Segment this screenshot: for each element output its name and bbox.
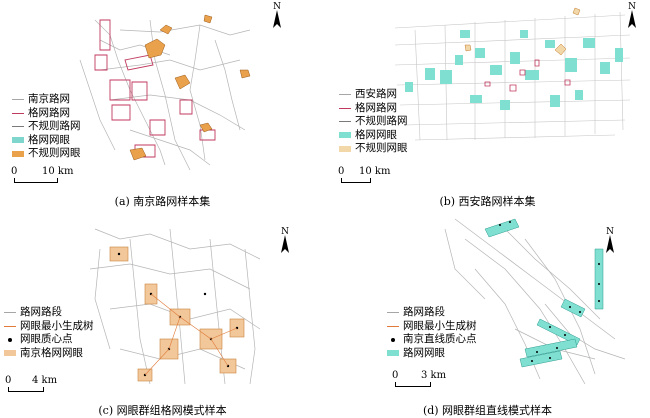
map-linear-mode [444, 218, 626, 385]
legend-label: 格网路网 [28, 106, 70, 119]
caption: (b) 西安路网样本集 [439, 195, 536, 208]
panel-grid-mode: 路网路段 网眼最小生成树 网眼质心点 南京格网网眼 0 4 km N (c) 网… [0, 209, 325, 418]
legend-label: 路网路段 [20, 306, 62, 318]
legend-item: 网眼最小生成树 [4, 320, 94, 334]
north-arrow-icon: N [270, 2, 284, 30]
legend: 路网路段 网眼最小生成树 网眼质心点 南京格网网眼 [4, 306, 94, 360]
legend-label: 格网路网 [355, 101, 397, 114]
legend-item: 格网网眼 [12, 134, 81, 148]
caption: (d) 网眼群组直线模式样本 [422, 404, 553, 417]
legend-label: 路网路段 [403, 306, 445, 318]
legend-item: 南京路网 [12, 93, 81, 107]
legend-item: 网眼最小生成树 [387, 320, 477, 334]
legend-swatch [12, 126, 24, 128]
caption: (c) 网眼群组格网模式样本 [98, 404, 227, 417]
map-nanjing [79, 14, 251, 171]
north-arrow-icon: N [278, 227, 292, 255]
map-xian [394, 7, 631, 141]
legend-label: 网眼质心点 [20, 333, 73, 345]
scale-label: 10 km [359, 166, 391, 177]
panel-linear-mode: 路网路段 网眼最小生成树 南京直线质心点 路网网眼 0 3 km N (d) 网… [325, 209, 650, 418]
scale-label: 3 km [421, 370, 447, 381]
legend-item: 格网路网 [339, 102, 408, 116]
legend-label: 不规则路网 [355, 115, 408, 127]
legend-swatch [339, 132, 351, 139]
legend-label: 网眼最小生成树 [20, 319, 94, 332]
scale-zero: 0 [338, 166, 345, 177]
legend-swatch [12, 137, 24, 144]
legend-item: 不规则路网 [339, 115, 408, 129]
legend-label: 西安路网 [355, 88, 397, 100]
legend-item: 南京直线质心点 [387, 333, 477, 347]
scale-zero: 0 [392, 370, 399, 381]
legend-swatch [339, 107, 351, 109]
legend-label: 不规则网眼 [28, 147, 81, 159]
legend-label: 不规则路网 [28, 120, 81, 132]
north-label: N [606, 227, 614, 237]
legend-label: 网眼最小生成树 [403, 319, 477, 332]
legend-item: 不规则网眼 [12, 147, 81, 161]
panel-nanjing: 南京路网 格网路网 不规则路网 格网网眼 不规则网眼 0 10 km N (a)… [0, 0, 325, 209]
legend-label: 格网网眼 [355, 128, 397, 141]
scale-zero: 0 [11, 166, 18, 177]
legend-swatch [387, 325, 399, 327]
legend-item: 格网路网 [12, 107, 81, 121]
north-arrow-icon: N [625, 2, 639, 30]
legend-label: 南京直线质心点 [403, 333, 477, 345]
legend-item: 不规则路网 [12, 120, 81, 134]
legend-label: 南京格网网眼 [20, 346, 83, 359]
legend-item: 路网路段 [387, 306, 477, 320]
legend-swatch [4, 334, 16, 346]
legend-item: 网眼质心点 [4, 333, 94, 347]
legend-item: 路网路段 [4, 306, 94, 320]
legend-swatch [4, 312, 16, 314]
legend-swatch [12, 99, 24, 101]
legend-label: 不规则网眼 [355, 142, 408, 154]
north-arrow-icon: N [603, 227, 617, 255]
legend-label: 路网网眼 [403, 346, 445, 359]
legend-swatch [339, 94, 351, 96]
legend: 西安路网 格网路网 不规则路网 格网网眼 不规则网眼 [339, 88, 408, 156]
legend-swatch [4, 350, 16, 357]
north-label: N [628, 2, 636, 12]
legend-swatch [12, 112, 24, 114]
legend-swatch [4, 325, 16, 327]
panel-xian: 西安路网 格网路网 不规则路网 格网网眼 不规则网眼 0 10 km N (b)… [325, 0, 650, 209]
north-label: N [281, 227, 289, 237]
legend-label: 南京路网 [28, 93, 70, 105]
legend-swatch [339, 121, 351, 123]
legend-swatch [387, 350, 399, 357]
legend-item: 南京格网网眼 [4, 347, 94, 361]
legend-item: 路网网眼 [387, 347, 477, 361]
legend-swatch [387, 334, 399, 346]
scale-label: 4 km [32, 375, 58, 386]
legend-swatch [339, 145, 351, 152]
legend-label: 格网网眼 [28, 133, 70, 146]
legend-item: 格网网眼 [339, 129, 408, 143]
map-grid-mode [89, 228, 261, 385]
legend: 南京路网 格网路网 不规则路网 格网网眼 不规则网眼 [12, 93, 81, 161]
legend: 路网路段 网眼最小生成树 南京直线质心点 路网网眼 [387, 306, 477, 360]
legend-swatch [387, 312, 399, 314]
north-label: N [273, 2, 281, 12]
legend-item: 西安路网 [339, 88, 408, 102]
caption: (a) 南京路网样本集 [114, 195, 211, 208]
legend-item: 不规则网眼 [339, 142, 408, 156]
scale-zero: 0 [5, 375, 12, 386]
scale-label: 10 km [42, 166, 74, 177]
legend-swatch [12, 150, 24, 157]
